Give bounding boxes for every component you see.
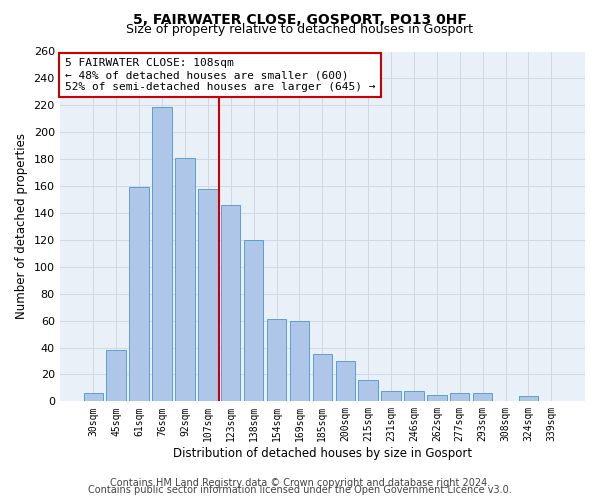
Bar bbox=[358, 380, 378, 402]
Text: 5, FAIRWATER CLOSE, GOSPORT, PO13 0HF: 5, FAIRWATER CLOSE, GOSPORT, PO13 0HF bbox=[133, 12, 467, 26]
Bar bbox=[335, 361, 355, 402]
Bar bbox=[473, 394, 493, 402]
Y-axis label: Number of detached properties: Number of detached properties bbox=[15, 134, 28, 320]
Bar bbox=[83, 394, 103, 402]
Bar bbox=[106, 350, 126, 402]
X-axis label: Distribution of detached houses by size in Gosport: Distribution of detached houses by size … bbox=[173, 447, 472, 460]
Text: 5 FAIRWATER CLOSE: 108sqm
← 48% of detached houses are smaller (600)
52% of semi: 5 FAIRWATER CLOSE: 108sqm ← 48% of detac… bbox=[65, 58, 376, 92]
Bar bbox=[198, 188, 218, 402]
Bar bbox=[221, 205, 241, 402]
Text: Size of property relative to detached houses in Gosport: Size of property relative to detached ho… bbox=[127, 22, 473, 36]
Bar bbox=[427, 394, 446, 402]
Bar bbox=[382, 390, 401, 402]
Bar bbox=[450, 394, 469, 402]
Bar bbox=[313, 354, 332, 402]
Bar bbox=[404, 390, 424, 402]
Bar bbox=[244, 240, 263, 402]
Bar bbox=[130, 188, 149, 402]
Text: Contains public sector information licensed under the Open Government Licence v3: Contains public sector information licen… bbox=[88, 485, 512, 495]
Bar bbox=[175, 158, 194, 402]
Bar bbox=[519, 396, 538, 402]
Bar bbox=[152, 106, 172, 402]
Text: Contains HM Land Registry data © Crown copyright and database right 2024.: Contains HM Land Registry data © Crown c… bbox=[110, 478, 490, 488]
Bar bbox=[267, 320, 286, 402]
Bar bbox=[290, 320, 309, 402]
